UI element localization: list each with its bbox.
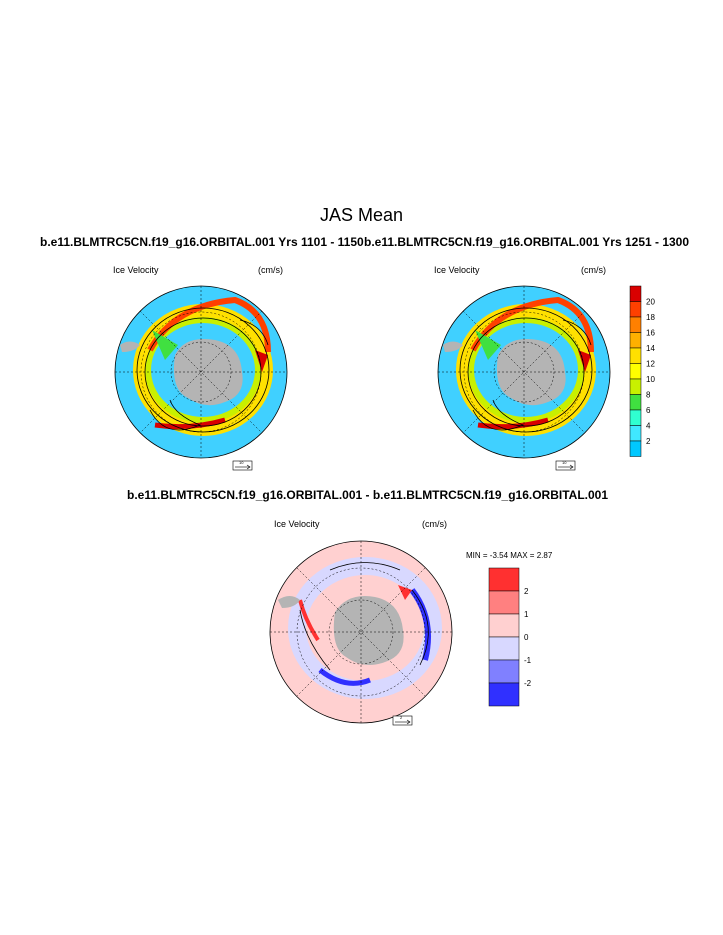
- colorbar-velocity-swatch: [629, 332, 642, 349]
- colorbar-velocity-swatch: [629, 285, 642, 302]
- colorbar-velocity-swatch: [629, 363, 642, 380]
- colorbar-velocity-swatch: [629, 394, 642, 411]
- panel-3-min-max: MIN = -3.54 MAX = 2.87: [466, 551, 553, 560]
- colorbar-velocity: 20 18 16 14 12 10 8 6 4 2: [629, 285, 655, 457]
- colorbar-difference-tick-label: 0: [524, 633, 529, 642]
- colorbar-difference-swatch: [488, 659, 520, 684]
- colorbar-velocity-tick-label: 4: [646, 422, 651, 431]
- polar-map-2: [438, 286, 610, 458]
- colorbar-difference-swatch: [488, 636, 520, 661]
- panel-1-right-label: (cm/s): [258, 265, 283, 275]
- polar-map-3: [270, 541, 452, 723]
- colorbar-velocity-swatch: [629, 378, 642, 395]
- panel-3-case-title: b.e11.BLMTRC5CN.f19_g16.ORBITAL.001 - b.…: [127, 488, 609, 502]
- colorbar-velocity-swatch: [629, 301, 642, 318]
- colorbar-velocity-tick-label: 10: [646, 375, 655, 384]
- colorbar-velocity-swatch: [629, 347, 642, 364]
- panel-3-ref-vector-label: 2: [400, 715, 403, 720]
- colorbar-difference-tick-label: 1: [524, 610, 529, 619]
- colorbar-velocity-tick-label: 20: [646, 298, 655, 307]
- colorbar-velocity-tick-label: 6: [646, 406, 651, 415]
- colorbar-velocity-tick-label: 12: [646, 360, 655, 369]
- colorbar-difference-tick-label: -2: [524, 679, 532, 688]
- polar-map-1: [115, 286, 287, 458]
- panel-3-left-label: Ice Velocity: [274, 519, 320, 529]
- colorbar-difference-tick-label: 2: [524, 587, 529, 596]
- panel-2-left-label: Ice Velocity: [434, 265, 480, 275]
- colorbar-difference-swatch: [488, 567, 520, 592]
- colorbar-velocity-swatch: [629, 425, 642, 442]
- colorbar-velocity-tick-label: 2: [646, 437, 651, 446]
- colorbar-velocity-tick-label: 16: [646, 329, 655, 338]
- panel-3-right-label: (cm/s): [422, 519, 447, 529]
- panel-2-case-title: b.e11.BLMTRC5CN.f19_g16.ORBITAL.001 Yrs …: [364, 235, 690, 249]
- panel-1-left-label: Ice Velocity: [113, 265, 159, 275]
- page-title: JAS Mean: [319, 205, 404, 225]
- colorbar-difference-swatch: [488, 590, 520, 615]
- colorbar-difference-swatch: [488, 682, 520, 707]
- colorbar-difference: 2 1 0 -1 -2: [488, 567, 532, 707]
- panel-1-case-title: b.e11.BLMTRC5CN.f19_g16.ORBITAL.001 Yrs …: [40, 235, 364, 249]
- colorbar-velocity-tick-label: 8: [646, 391, 651, 400]
- colorbar-velocity-swatch: [629, 409, 642, 426]
- colorbar-difference-tick-label: -1: [524, 656, 532, 665]
- colorbar-velocity-swatch: [629, 316, 642, 333]
- colorbar-velocity-tick-label: 14: [646, 344, 655, 353]
- colorbar-velocity-swatch: [629, 440, 642, 457]
- panel-1-ref-vector-label: 10: [239, 460, 244, 465]
- colorbar-difference-swatch: [488, 613, 520, 638]
- panel-2-right-label: (cm/s): [581, 265, 606, 275]
- colorbar-velocity-tick-label: 18: [646, 313, 655, 322]
- panel-2-ref-vector-label: 10: [562, 460, 567, 465]
